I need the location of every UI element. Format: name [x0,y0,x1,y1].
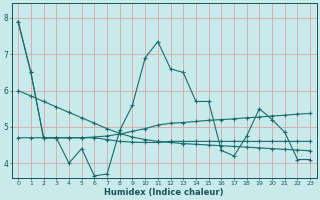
X-axis label: Humidex (Indice chaleur): Humidex (Indice chaleur) [104,188,224,197]
